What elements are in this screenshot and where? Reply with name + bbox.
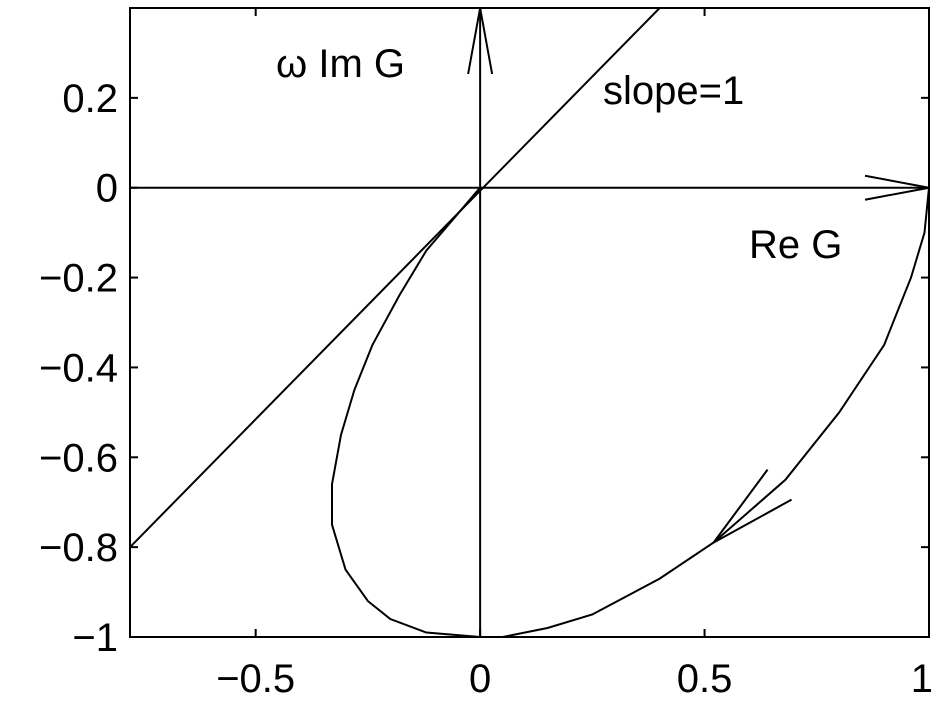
- imag-axis-arrowhead: [467, 7, 494, 75]
- x-tick-label: 0.5: [677, 657, 733, 701]
- real-axis-label: Re G: [749, 223, 842, 267]
- axes-box: [129, 7, 930, 638]
- slope-reference-line: [129, 7, 661, 548]
- curve-layer: [331, 187, 930, 638]
- y-tick-label: −0.2: [39, 257, 118, 301]
- y-tick-label: −0.4: [39, 346, 118, 390]
- imag-axis-label: ω Im G: [276, 42, 405, 86]
- y-tick-group: 0.2 0 −0.2 −0.4 −0.6 −0.8 −1: [39, 77, 929, 660]
- annotation-group: ω Im G slope=1 Re G: [276, 42, 842, 267]
- x-tick-group: −0.5 0 0.5 1: [216, 8, 932, 701]
- y-tick-label: 0.2: [62, 77, 118, 121]
- direction-arrowhead: [712, 469, 793, 544]
- y-tick-label: −0.6: [39, 436, 118, 480]
- guide-lines: [129, 7, 930, 637]
- nyquist-curve: [331, 187, 930, 638]
- y-tick-label: −1: [72, 616, 118, 660]
- plot-frame: [129, 7, 930, 638]
- slope-label: slope=1: [603, 69, 744, 113]
- y-tick-label: −0.8: [39, 526, 118, 570]
- x-tick-label: 0: [469, 657, 491, 701]
- x-tick-label: 1: [911, 657, 932, 701]
- x-tick-label: −0.5: [216, 657, 295, 701]
- y-tick-label: 0: [96, 167, 118, 211]
